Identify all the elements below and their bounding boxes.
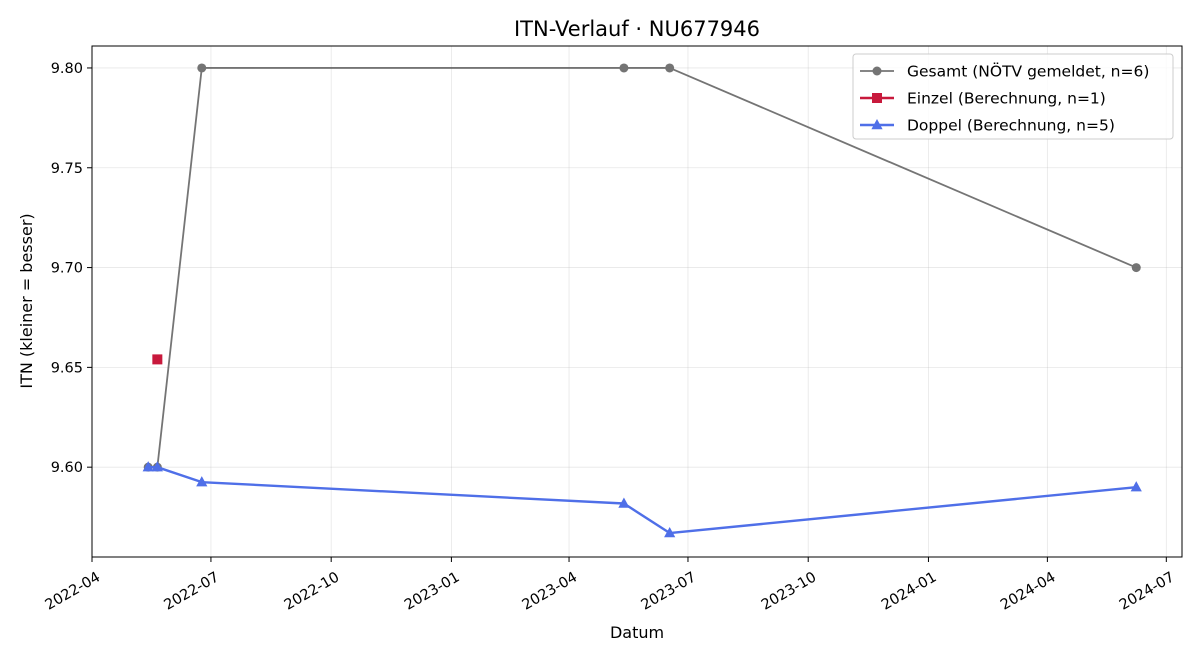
x-axis-ticks: 2022-04 2022-07 2022-10 2023-01 2023-04 2023-…: [43, 557, 1177, 614]
data-point: [664, 527, 676, 538]
x-tick-label: 2024-01: [879, 569, 939, 613]
plot-frame: [91, 45, 1183, 558]
data-point: [1131, 263, 1141, 273]
series-1: [152, 354, 163, 365]
data-point: [197, 63, 207, 73]
legend-label: Gesamt (NÖTV gemeldet, n=6): [907, 62, 1149, 81]
legend: Gesamt (NÖTV gemeldet, n=6) Einzel (Berec…: [852, 53, 1174, 140]
legend-marker: [872, 93, 882, 103]
x-tick-label: 2023-01: [402, 569, 462, 613]
legend-marker: [872, 66, 882, 76]
x-tick-label: 2023-10: [759, 569, 819, 613]
legend-label: Einzel (Berechnung, n=1): [907, 90, 1106, 108]
legend-label: Doppel (Berechnung, n=5): [907, 117, 1115, 135]
y-tick-label: 9.65: [51, 360, 83, 376]
y-tick-label: 9.80: [51, 61, 83, 77]
legend-entry-1: [860, 93, 894, 103]
x-tick-label: 2022-04: [43, 569, 103, 613]
x-tick-label: 2022-07: [162, 569, 222, 613]
legend-entry-2: [860, 119, 894, 130]
x-tick-label: 2022-10: [282, 569, 342, 613]
series-2: [142, 461, 1142, 538]
y-axis-label: ITN (kleiner = besser): [17, 213, 36, 388]
y-axis-ticks: 9.60 9.65 9.70 9.75 9.80: [51, 61, 92, 476]
x-tick-label: 2024-07: [1117, 569, 1177, 613]
y-tick-label: 9.60: [51, 460, 83, 476]
data-point: [196, 476, 208, 487]
grid-lines: [91, 46, 1182, 557]
data-point: [151, 461, 163, 472]
chart-title: ITN-Verlauf · NU677946: [514, 17, 760, 41]
data-point: [1130, 481, 1142, 492]
data-point: [142, 461, 154, 472]
x-axis-label: Datum: [610, 623, 664, 642]
x-tick-label: 2024-04: [998, 569, 1058, 613]
legend-entry-0: [860, 66, 894, 76]
series-layer: [142, 63, 1142, 538]
data-point: [665, 63, 675, 73]
data-point: [618, 497, 630, 508]
x-tick-label: 2023-07: [639, 569, 699, 613]
x-tick-label: 2023-04: [520, 569, 580, 613]
data-point: [152, 354, 163, 365]
legend-marker: [871, 119, 883, 130]
legend-box: [852, 53, 1174, 140]
series-line: [148, 465, 1137, 535]
y-tick-label: 9.70: [51, 261, 83, 277]
data-point: [619, 63, 629, 73]
y-tick-label: 9.75: [51, 161, 83, 177]
